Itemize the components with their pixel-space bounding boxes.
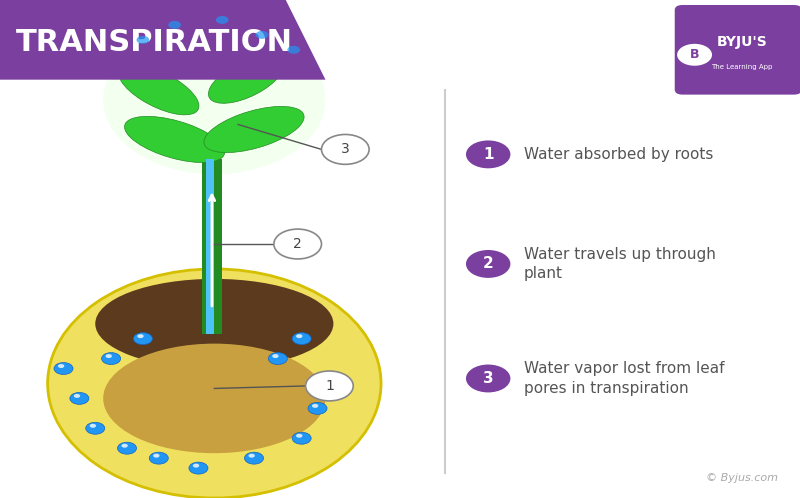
Circle shape — [134, 333, 153, 345]
Text: Water vapor lost from leaf
pores in transpiration: Water vapor lost from leaf pores in tran… — [524, 361, 725, 396]
Circle shape — [296, 334, 302, 338]
Polygon shape — [0, 0, 326, 80]
Ellipse shape — [103, 25, 326, 174]
Text: 1: 1 — [483, 147, 494, 162]
Circle shape — [306, 371, 354, 401]
Circle shape — [122, 444, 128, 448]
Text: 2: 2 — [294, 237, 302, 251]
Ellipse shape — [209, 56, 284, 103]
Ellipse shape — [103, 344, 326, 453]
Circle shape — [328, 374, 334, 378]
Circle shape — [292, 333, 311, 345]
Circle shape — [138, 334, 144, 338]
Ellipse shape — [125, 117, 225, 162]
Text: B: B — [690, 48, 699, 61]
Circle shape — [256, 31, 268, 39]
Ellipse shape — [118, 64, 199, 115]
Text: BYJU'S: BYJU'S — [717, 35, 767, 49]
Circle shape — [292, 432, 311, 444]
Text: The Learning App: The Learning App — [711, 64, 773, 70]
Ellipse shape — [48, 269, 381, 498]
Circle shape — [249, 454, 255, 458]
Circle shape — [58, 364, 64, 368]
Circle shape — [312, 404, 318, 408]
Circle shape — [268, 353, 287, 365]
Circle shape — [245, 452, 263, 464]
Circle shape — [466, 140, 510, 168]
Circle shape — [154, 454, 159, 458]
Circle shape — [54, 363, 73, 374]
Circle shape — [324, 373, 343, 384]
Text: 2: 2 — [483, 256, 494, 271]
Circle shape — [466, 250, 510, 278]
Text: TRANSPIRATION: TRANSPIRATION — [16, 28, 293, 57]
Text: Water travels up through
plant: Water travels up through plant — [524, 247, 716, 281]
Circle shape — [466, 365, 510, 392]
Circle shape — [272, 354, 278, 358]
Text: Water absorbed by roots: Water absorbed by roots — [524, 147, 714, 162]
Circle shape — [216, 16, 229, 24]
Text: 3: 3 — [341, 142, 350, 156]
Circle shape — [74, 394, 80, 398]
Circle shape — [287, 46, 300, 54]
Circle shape — [677, 44, 712, 66]
Circle shape — [168, 21, 181, 29]
Bar — [206, 159, 214, 334]
FancyBboxPatch shape — [674, 5, 800, 95]
Text: © Byjus.com: © Byjus.com — [706, 473, 778, 483]
Circle shape — [106, 354, 112, 358]
Ellipse shape — [204, 107, 304, 152]
Ellipse shape — [95, 279, 334, 369]
Bar — [202, 159, 222, 334]
Circle shape — [193, 464, 199, 468]
Circle shape — [322, 134, 369, 164]
Circle shape — [90, 424, 96, 428]
Circle shape — [150, 452, 168, 464]
Circle shape — [118, 442, 137, 454]
Text: 3: 3 — [483, 371, 494, 386]
Circle shape — [137, 36, 150, 44]
Text: 1: 1 — [325, 379, 334, 393]
Circle shape — [189, 462, 208, 474]
Circle shape — [86, 422, 105, 434]
Circle shape — [274, 229, 322, 259]
Circle shape — [70, 392, 89, 404]
Circle shape — [102, 353, 121, 365]
Circle shape — [308, 402, 327, 414]
Ellipse shape — [174, 47, 254, 72]
Circle shape — [296, 434, 302, 438]
